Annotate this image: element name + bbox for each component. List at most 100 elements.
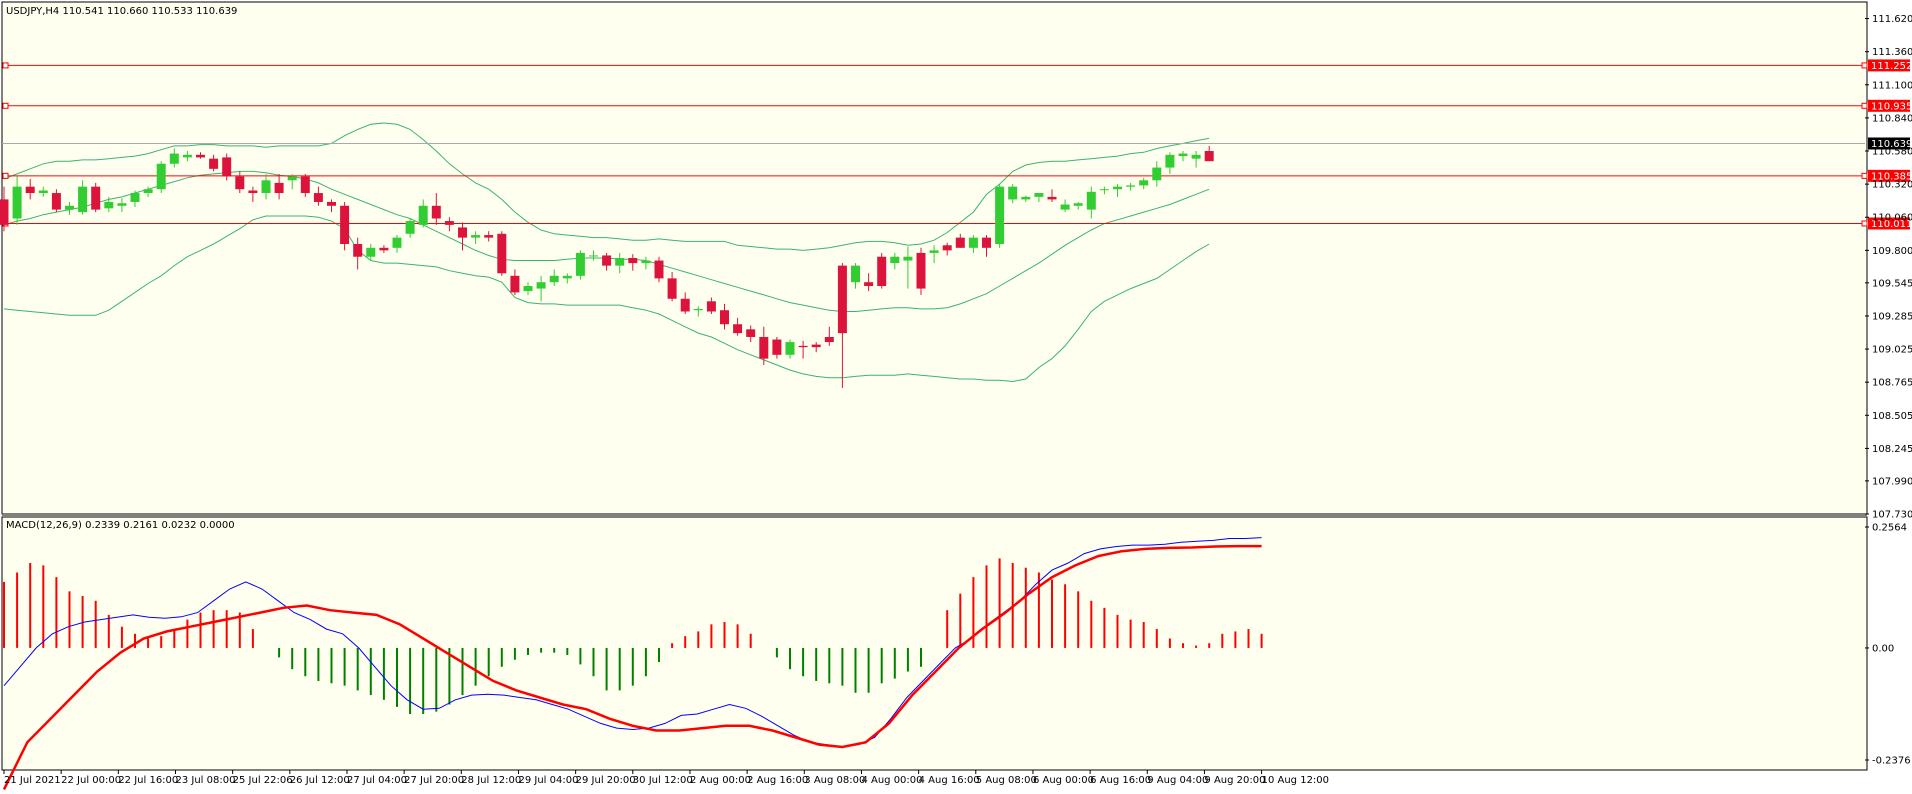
line-handle[interactable] — [1861, 172, 1868, 179]
candle — [877, 252, 887, 289]
candle-body — [1060, 204, 1070, 210]
candle-body — [1165, 154, 1175, 168]
candle-body — [458, 227, 467, 238]
time-tick-label: 23 Jul 08:00 — [175, 775, 235, 786]
line-handle[interactable] — [2, 102, 9, 109]
time-tick-label: 27 Jul 20:00 — [404, 775, 464, 786]
candle — [327, 199, 336, 213]
time-tick-label: 28 Jul 12:00 — [461, 775, 521, 786]
price-tick-label: 108.765 — [1872, 378, 1912, 389]
price-tick-label: 110.320 — [1872, 180, 1912, 191]
candle-body — [654, 260, 664, 279]
candle — [1034, 193, 1044, 202]
candle-body — [25, 186, 35, 194]
candle-body — [340, 205, 350, 244]
candle — [1204, 145, 1214, 162]
candle — [235, 171, 245, 194]
candle — [1073, 201, 1083, 210]
candle — [196, 152, 205, 159]
level-price-label: 111.252 — [1871, 61, 1912, 72]
level-price-tag — [1868, 169, 1910, 182]
candle-body — [418, 205, 428, 225]
candle — [1139, 177, 1149, 190]
candle — [1113, 184, 1122, 197]
candle — [1008, 184, 1018, 204]
price-tick-label: 111.100 — [1872, 80, 1912, 91]
candle — [772, 336, 782, 359]
candle — [837, 263, 847, 388]
candle-body — [1178, 153, 1188, 157]
line-handle[interactable] — [1861, 102, 1868, 109]
candle-body — [693, 308, 703, 311]
signal-line — [2, 544, 1262, 790]
horizontal-levels[interactable]: 111.252 110.935 110.385 110.011 110.639 — [2, 59, 1912, 230]
candle-body — [248, 190, 258, 194]
candle — [104, 196, 114, 213]
candle-body — [300, 176, 310, 194]
candle — [733, 317, 743, 336]
candle — [667, 272, 677, 302]
macd-pane-background[interactable] — [1, 516, 1868, 771]
candle-body — [209, 158, 219, 169]
candle-body — [549, 275, 559, 283]
time-tick-label: 26 Jul 12:00 — [290, 775, 350, 786]
line-handle[interactable] — [2, 172, 9, 179]
candle-body — [824, 336, 834, 343]
candle-body — [287, 176, 297, 181]
candle-body — [562, 275, 572, 279]
candle — [929, 245, 939, 264]
candle-body — [156, 163, 166, 190]
candle — [248, 186, 258, 202]
candle-body — [890, 256, 900, 264]
time-tick-label: 25 Jul 22:06 — [233, 775, 293, 786]
line-handle[interactable] — [1861, 220, 1868, 227]
line-handle[interactable] — [1861, 62, 1868, 69]
candle-body — [405, 221, 415, 234]
macd-title: MACD(12,26,9) 0.2339 0.2161 0.0232 0.000… — [6, 520, 235, 531]
candle-body — [117, 203, 127, 206]
candle — [392, 235, 402, 253]
bollinger-lower — [3, 215, 1210, 383]
line-handle[interactable] — [2, 62, 9, 69]
candle-body — [746, 329, 756, 337]
candles — [0, 145, 1214, 388]
candle-body — [313, 193, 323, 202]
candle-body — [523, 286, 533, 292]
candle-body — [733, 324, 743, 334]
pane-separator[interactable] — [2, 514, 1867, 517]
price-tick-label: 108.505 — [1872, 411, 1912, 422]
time-tick-label: 9 Aug 04:00 — [1147, 775, 1208, 786]
candle-body — [471, 235, 481, 238]
time-tick-label: 27 Jul 04:00 — [347, 775, 407, 786]
time-tick-label: 2 Aug 00:00 — [690, 775, 751, 786]
candle-body — [837, 265, 847, 334]
candle-body — [575, 252, 585, 276]
candle-body — [589, 255, 598, 257]
candle — [720, 303, 729, 330]
candle-body — [720, 310, 729, 325]
time-tick-label: 30 Jul 12:00 — [633, 775, 693, 786]
candle-body — [916, 252, 926, 289]
candle — [287, 173, 297, 190]
candle-body — [366, 247, 376, 257]
macd-tick-label: 0.00 — [1872, 643, 1894, 654]
candle-body — [1021, 196, 1031, 200]
candle-body — [811, 344, 821, 348]
candle — [431, 193, 441, 225]
candle-body — [877, 256, 887, 287]
price-tick-label: 107.730 — [1872, 510, 1912, 521]
time-tick-label: 9 Aug 20:00 — [1204, 775, 1265, 786]
time-tick-label: 6 Aug 00:00 — [1033, 775, 1094, 786]
candle — [78, 180, 88, 215]
candle — [785, 339, 795, 359]
chart-title: USDJPY,H4 110.541 110.660 110.533 110.63… — [6, 6, 237, 17]
candle-body — [51, 193, 61, 210]
candle — [182, 151, 192, 162]
candle — [589, 250, 598, 261]
candle-body — [1008, 186, 1018, 200]
candle — [274, 173, 284, 200]
candle — [693, 306, 703, 317]
